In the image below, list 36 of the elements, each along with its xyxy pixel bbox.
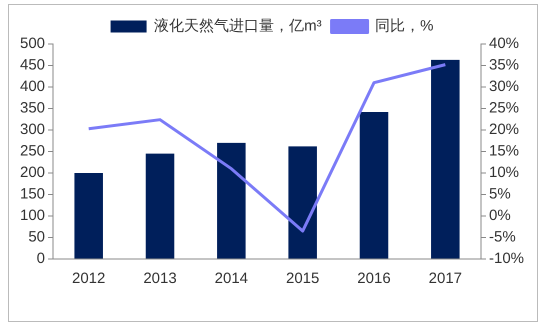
bar: [431, 60, 460, 258]
x-tick-label: 2017: [428, 270, 462, 288]
bar: [288, 146, 317, 258]
y2-tick-label: 35%: [488, 56, 520, 74]
x-tick-label: 2013: [143, 270, 177, 288]
y2-tick-label: 25%: [488, 100, 520, 117]
y-tick-label: 400: [20, 78, 46, 96]
y2-tick-label: 5%: [488, 186, 511, 203]
y-tick-label: 350: [20, 100, 46, 117]
bar: [217, 142, 246, 258]
x-tick-label: 2015: [286, 270, 320, 288]
y-tick-label: 100: [20, 207, 46, 224]
bar: [360, 112, 388, 258]
y2-tick-label: -10%: [488, 250, 524, 268]
bar: [74, 173, 103, 258]
legend-label: 同比，%: [375, 18, 434, 35]
legend-label: 液化天然气进口量，亿m³: [154, 18, 322, 35]
y2-tick-label: 30%: [488, 78, 520, 96]
y-tick-label: 50: [28, 228, 46, 246]
y2-tick-label: 20%: [488, 121, 520, 138]
y-tick-label: 500: [20, 35, 46, 52]
y2-tick-label: 15%: [488, 142, 520, 160]
bar: [146, 154, 174, 258]
y2-tick-label: -5%: [488, 228, 516, 246]
y-tick-label: 250: [20, 142, 46, 160]
y2-tick-label: 10%: [488, 164, 520, 182]
x-tick-label: 2012: [72, 270, 106, 288]
y2-tick-label: 40%: [488, 35, 520, 52]
y-tick-label: 300: [20, 121, 46, 138]
y-tick-label: 0: [36, 250, 46, 268]
y-tick-label: 150: [20, 186, 46, 203]
y2-tick-label: 0%: [488, 207, 511, 224]
y-tick-label: 200: [20, 164, 46, 182]
x-tick-label: 2014: [214, 270, 248, 288]
x-tick-label: 2016: [357, 270, 391, 288]
y-tick-label: 450: [20, 56, 46, 74]
